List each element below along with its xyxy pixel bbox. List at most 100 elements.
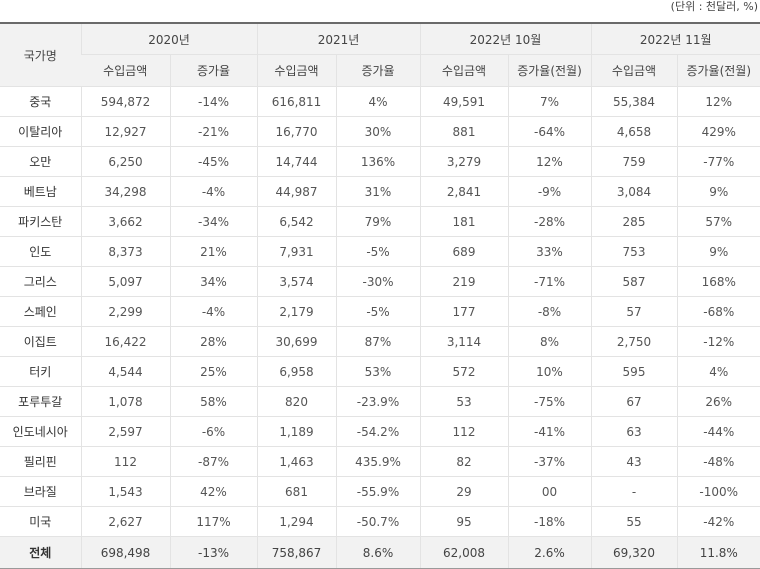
table-cell: 28% bbox=[169, 326, 257, 357]
table-cell: 67 bbox=[590, 386, 677, 417]
table-cell: 12,927 bbox=[80, 116, 170, 147]
table-cell: -37% bbox=[507, 446, 591, 477]
table-row: 중국 594,872 -14% 616,811 4% 49,591 7% 55,384 12% bbox=[0, 86, 760, 117]
table-cell: 4% bbox=[676, 356, 760, 387]
table-cell: -6% bbox=[169, 416, 257, 447]
country-name: 중국 bbox=[0, 86, 81, 117]
table-cell: 57 bbox=[590, 296, 677, 327]
table-row: 스페인 2,299 -4% 2,179 -5% 177 -8% 57 -68% bbox=[0, 296, 760, 327]
header-row-subcolumns: 수입금액 증가율 수입금액 증가율 수입금액 증가율(전월) 수입금액 증가율(… bbox=[0, 54, 760, 87]
table-cell: 759 bbox=[590, 146, 677, 177]
table-cell: 2,179 bbox=[256, 296, 336, 327]
table-cell: -28% bbox=[507, 206, 591, 237]
table-cell: -45% bbox=[169, 146, 257, 177]
country-name: 이집트 bbox=[0, 326, 81, 357]
table-cell: 587 bbox=[590, 266, 677, 297]
subheader-amount: 수입금액 bbox=[419, 54, 508, 87]
table-cell: -68% bbox=[676, 296, 760, 327]
table-cell: 57% bbox=[676, 206, 760, 237]
subheader-growth-mom: 증가율(전월) bbox=[507, 54, 591, 87]
country-name: 이탈리아 bbox=[0, 116, 81, 147]
country-name: 스페인 bbox=[0, 296, 81, 327]
table-cell: -77% bbox=[676, 146, 760, 177]
table-cell: 5,097 bbox=[80, 266, 170, 297]
table-row: 포루투갈 1,078 58% 820 -23.9% 53 -75% 67 26% bbox=[0, 386, 760, 417]
country-name: 그리스 bbox=[0, 266, 81, 297]
total-row: 전체 698,498 -13% 758,867 8.6% 62,008 2.6%… bbox=[0, 536, 760, 569]
table-row: 터키 4,544 25% 6,958 53% 572 10% 595 4% bbox=[0, 356, 760, 387]
table-cell: 881 bbox=[419, 116, 508, 147]
table-row: 이집트 16,422 28% 30,699 87% 3,114 8% 2,750 -12% bbox=[0, 326, 760, 357]
total-cell: 69,320 bbox=[590, 536, 677, 569]
table-cell: 63 bbox=[590, 416, 677, 447]
table-cell: 4,658 bbox=[590, 116, 677, 147]
table-cell: -55.9% bbox=[335, 476, 420, 507]
table-cell: 1,294 bbox=[256, 506, 336, 537]
import-statistics-table: 국가명 2020년 2021년 2022년 10월 2022년 11월 수입금액… bbox=[0, 22, 760, 569]
table-cell: 177 bbox=[419, 296, 508, 327]
table-cell: 594,872 bbox=[80, 86, 170, 117]
table-cell: 2,750 bbox=[590, 326, 677, 357]
table-cell: 55 bbox=[590, 506, 677, 537]
table-cell: 14,744 bbox=[256, 146, 336, 177]
table-row: 필리핀 112 -87% 1,463 435.9% 82 -37% 43 -48% bbox=[0, 446, 760, 477]
table-cell: 29 bbox=[419, 476, 508, 507]
table-cell: 53% bbox=[335, 356, 420, 387]
table-cell: 9% bbox=[676, 176, 760, 207]
table-cell: 49,591 bbox=[419, 86, 508, 117]
subheader-amount: 수입금액 bbox=[81, 54, 170, 87]
table-cell: 1,463 bbox=[256, 446, 336, 477]
table-cell: 6,958 bbox=[256, 356, 336, 387]
subheader-growth: 증가율 bbox=[335, 54, 420, 87]
table-cell: 16,770 bbox=[256, 116, 336, 147]
country-name: 베트남 bbox=[0, 176, 81, 207]
table-cell: -8% bbox=[507, 296, 591, 327]
total-cell: 2.6% bbox=[507, 536, 591, 569]
header-period-2022-10: 2022년 10월 bbox=[419, 22, 591, 55]
table-cell: 219 bbox=[419, 266, 508, 297]
table-cell: 112 bbox=[80, 446, 170, 477]
table-cell: -4% bbox=[169, 296, 257, 327]
total-cell: 8.6% bbox=[335, 536, 420, 569]
table-cell: 79% bbox=[335, 206, 420, 237]
table-row: 파키스탄 3,662 -34% 6,542 79% 181 -28% 285 57% bbox=[0, 206, 760, 237]
table-cell: 16,422 bbox=[80, 326, 170, 357]
country-name: 인도 bbox=[0, 236, 81, 267]
table-cell: -87% bbox=[169, 446, 257, 477]
table-cell: -18% bbox=[507, 506, 591, 537]
table-cell: -21% bbox=[169, 116, 257, 147]
table-cell: 1,078 bbox=[80, 386, 170, 417]
table-cell: 8,373 bbox=[80, 236, 170, 267]
table-row: 그리스 5,097 34% 3,574 -30% 219 -71% 587 168% bbox=[0, 266, 760, 297]
table-cell: -4% bbox=[169, 176, 257, 207]
table-cell: -5% bbox=[335, 296, 420, 327]
total-cell: 758,867 bbox=[256, 536, 336, 569]
table-cell: 10% bbox=[507, 356, 591, 387]
table-cell: -42% bbox=[676, 506, 760, 537]
table-cell: 168% bbox=[676, 266, 760, 297]
table-cell: 3,279 bbox=[419, 146, 508, 177]
unit-note: (단위 : 천달러, %) bbox=[670, 0, 758, 13]
table-cell: -75% bbox=[507, 386, 591, 417]
table-cell: -9% bbox=[507, 176, 591, 207]
country-name: 파키스탄 bbox=[0, 206, 81, 237]
table-cell: 43 bbox=[590, 446, 677, 477]
table-cell: -30% bbox=[335, 266, 420, 297]
table-cell: 25% bbox=[169, 356, 257, 387]
table-cell: 3,574 bbox=[256, 266, 336, 297]
table-cell: 30,699 bbox=[256, 326, 336, 357]
table-cell: 3,662 bbox=[80, 206, 170, 237]
table-row: 베트남 34,298 -4% 44,987 31% 2,841 -9% 3,084 9% bbox=[0, 176, 760, 207]
table-row: 브라질 1,543 42% 681 -55.9% 29 00- -100% bbox=[0, 476, 760, 507]
table-cell: 285 bbox=[590, 206, 677, 237]
table-cell: 42% bbox=[169, 476, 257, 507]
table-cell: 117% bbox=[169, 506, 257, 537]
table-cell: 34% bbox=[169, 266, 257, 297]
total-cell: 698,498 bbox=[80, 536, 170, 569]
table-cell: 12% bbox=[676, 86, 760, 117]
subheader-growth: 증가율 bbox=[169, 54, 257, 87]
table-cell: 9% bbox=[676, 236, 760, 267]
table-cell: 33% bbox=[507, 236, 591, 267]
table-cell: -14% bbox=[169, 86, 257, 117]
table-cell: 112 bbox=[419, 416, 508, 447]
